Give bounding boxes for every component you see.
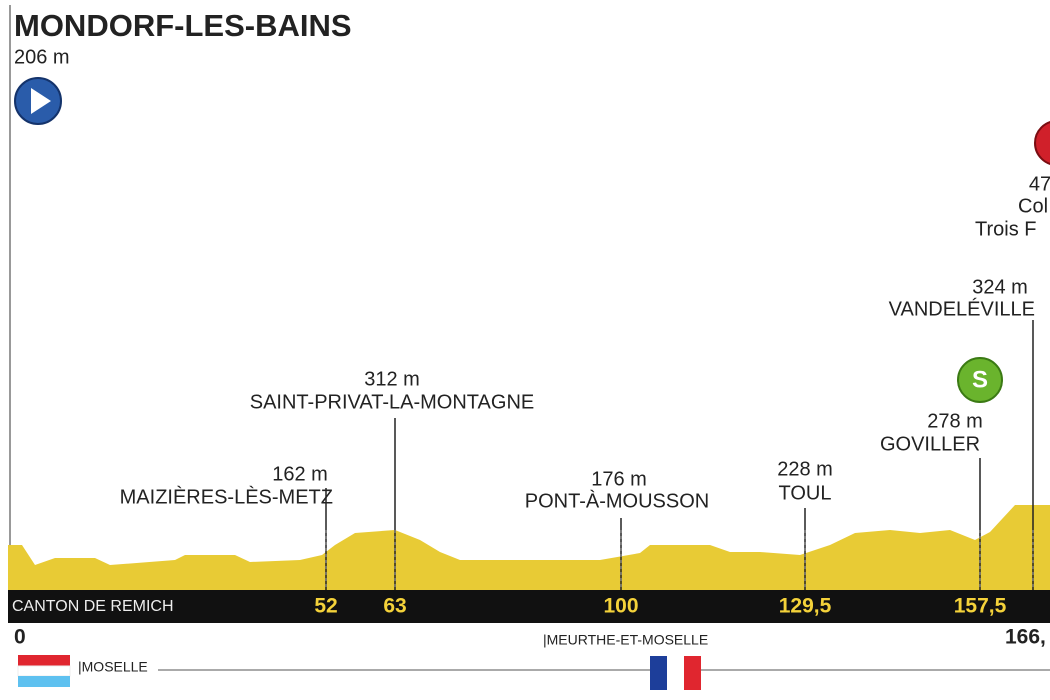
waypoint-name: GOVILLER (880, 433, 980, 455)
waypoint-km: 129,5 (779, 595, 832, 618)
waypoint-km: 157,5 (954, 595, 1007, 618)
distance-bar (8, 590, 1050, 623)
waypoint-km: 100 (603, 595, 638, 618)
terrain (8, 505, 1050, 590)
lux-flag (17, 655, 71, 687)
waypoint-name: MAIZIÈRES-LÈS-METZ (120, 485, 333, 508)
climb-icon (1034, 121, 1050, 165)
climb-altitude: 47 (1029, 173, 1050, 195)
climb-name: Col (1018, 195, 1048, 217)
waypoint-name: TOUL (779, 482, 832, 504)
waypoint-altitude: 176 m (591, 468, 647, 490)
start-icon (14, 77, 62, 125)
fr-flag (650, 656, 701, 690)
end-km: 166, (1005, 626, 1046, 649)
waypoint-altitude: 278 m (927, 410, 983, 432)
waypoint-name: SAINT-PRIVAT-LA-MONTAGNE (250, 391, 534, 413)
waypoint-altitude: 162 m (272, 463, 328, 485)
waypoint-name: PONT-À-MOUSSON (525, 489, 709, 512)
title: MONDORF-LES-BAINS (14, 8, 352, 43)
region-label: |MEURTHE-ET-MOSELLE (543, 632, 708, 648)
region-label: |MOSELLE (78, 659, 148, 675)
sprint-icon: S (957, 357, 1003, 403)
waypoint-name: VANDELÉVILLE (889, 297, 1035, 320)
bar-start-place: CANTON DE REMICH (12, 598, 174, 615)
waypoint-altitude: 324 m (972, 276, 1028, 298)
climb-name: Trois F (975, 218, 1036, 240)
waypoint-km: 52 (314, 595, 337, 618)
waypoint-altitude: 228 m (777, 458, 833, 480)
start-altitude: 206 m (14, 46, 70, 68)
waypoint-altitude: 312 m (364, 368, 420, 390)
waypoint-km: 63 (383, 595, 406, 618)
start-km: 0 (14, 626, 26, 649)
sprint-letter: S (972, 366, 988, 393)
